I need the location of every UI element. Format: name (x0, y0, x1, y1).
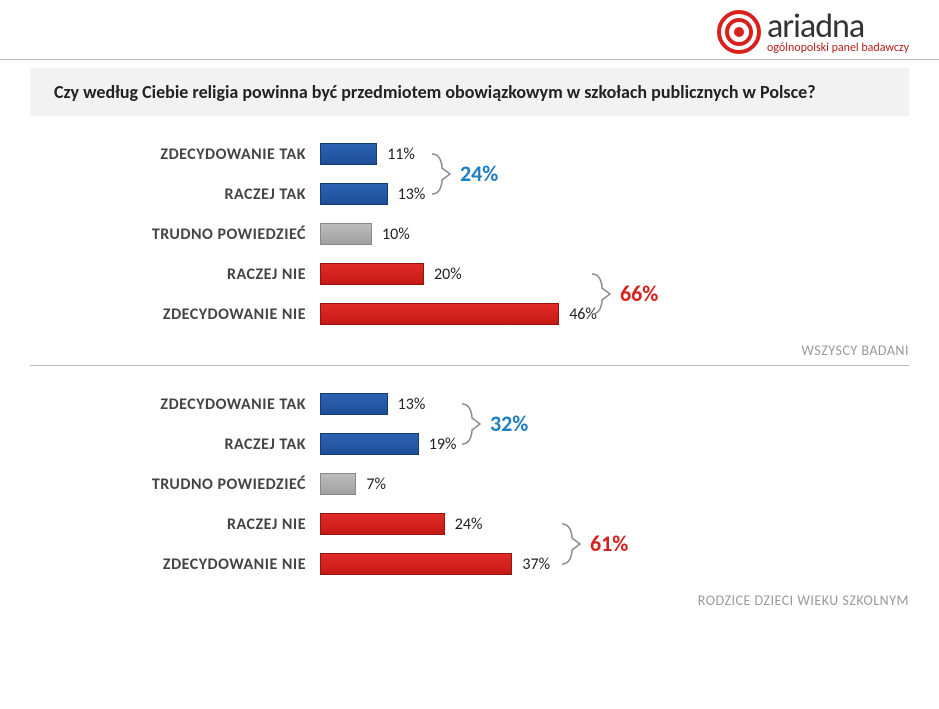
category-label: TRUDNO POWIEDZIEĆ (30, 225, 320, 244)
sum-label: 61% (590, 530, 628, 557)
bar (320, 143, 377, 165)
sum-label: 66% (620, 280, 658, 307)
bar (320, 473, 356, 495)
chart-row: ZDECYDOWANIE TAK 13% (30, 384, 909, 424)
value-label: 20% (434, 265, 462, 284)
category-label: RACZEJ TAK (30, 435, 320, 454)
bar (320, 513, 445, 535)
chart-panel: ZDECYDOWANIE TAK 11% RACZEJ TAK 13% TRUDNO P… (30, 134, 909, 334)
brand-name: ariadna (767, 10, 909, 44)
chart-row: RACZEJ NIE 24% (30, 504, 909, 544)
bar (320, 303, 559, 325)
chart-row: ZDECYDOWANIE NIE 37% (30, 544, 909, 584)
value-label: 10% (382, 225, 410, 244)
bar (320, 223, 372, 245)
value-label: 46% (569, 305, 597, 324)
category-label: ZDECYDOWANIE NIE (30, 305, 320, 324)
chart-row: RACZEJ NIE 20% (30, 254, 909, 294)
category-label: ZDECYDOWANIE TAK (30, 145, 320, 164)
category-label: RACZEJ NIE (30, 515, 320, 534)
bar (320, 553, 512, 575)
value-label: 13% (398, 185, 426, 204)
value-label: 19% (429, 435, 457, 454)
bar (320, 393, 388, 415)
chart-row: TRUDNO POWIEDZIEĆ 7% (30, 464, 909, 504)
brand-logo: ariadna ogólnopolski panel badawczy (717, 10, 909, 54)
value-label: 24% (455, 515, 483, 534)
brand-slogan: ogólnopolski panel badawczy (767, 42, 909, 54)
page-header: ariadna ogólnopolski panel badawczy (0, 0, 939, 60)
sum-label: 32% (490, 410, 528, 437)
bar (320, 433, 419, 455)
value-label: 37% (522, 555, 550, 574)
bar (320, 263, 424, 285)
category-label: RACZEJ TAK (30, 185, 320, 204)
value-label: 7% (366, 475, 386, 494)
category-label: RACZEJ NIE (30, 265, 320, 284)
question-bar: Czy według Ciebie religia powinna być pr… (30, 68, 909, 116)
ariadna-logo-icon (717, 10, 761, 54)
category-label: ZDECYDOWANIE NIE (30, 555, 320, 574)
chart-row: RACZEJ TAK 19% (30, 424, 909, 464)
bar (320, 183, 388, 205)
panel-footer: RODZICE DZIECI WIEKU SZKOLNYM (0, 592, 909, 609)
category-label: TRUDNO POWIEDZIEĆ (30, 475, 320, 494)
panel-footer: WSZYSCY BADANI (0, 342, 909, 359)
divider (30, 365, 909, 366)
value-label: 13% (398, 395, 426, 414)
question-text: Czy według Ciebie religia powinna być pr… (54, 80, 885, 104)
chart-row: ZDECYDOWANIE NIE 46% (30, 294, 909, 334)
category-label: ZDECYDOWANIE TAK (30, 395, 320, 414)
chart-row: TRUDNO POWIEDZIEĆ 10% (30, 214, 909, 254)
chart-panel: ZDECYDOWANIE TAK 13% RACZEJ TAK 19% TRUDNO P… (30, 384, 909, 584)
sum-label: 24% (460, 160, 498, 187)
value-label: 11% (387, 145, 415, 164)
